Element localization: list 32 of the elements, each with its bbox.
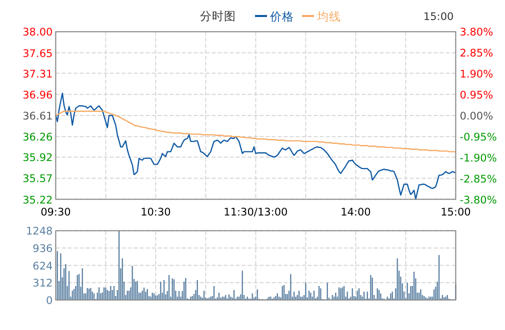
y2-tick-label: -0.95% [460, 131, 497, 144]
chart-subtitle: 分时图 [200, 9, 236, 23]
text: 15:00 [423, 11, 454, 23]
y2-tick-label: -2.85% [460, 173, 497, 186]
y-tick-label: 312 [32, 278, 53, 290]
y-tick-label: 35.22 [22, 194, 53, 206]
y-tick-label: 35.57 [22, 173, 53, 186]
y2-tick-label: 1.90% [460, 68, 494, 81]
y-tick-label: 936 [32, 243, 54, 256]
x-tick-label: 10:30 [140, 206, 171, 218]
y-tick-label: 0 [46, 295, 53, 307]
y2-tick-label: 0.95% [460, 90, 494, 102]
y-tick-label: 37.31 [22, 68, 53, 80]
y-tick-label: 38.00 [22, 26, 53, 39]
x-tick-label: 15:00 [440, 206, 471, 218]
y-tick-label: 36.61 [22, 110, 53, 122]
x-tick-label: 14:00 [340, 206, 371, 218]
y2-tick-label: 3.80% [460, 26, 494, 39]
y2-tick-label: -3.80% [460, 194, 497, 206]
y-tick-label: 35.92 [22, 152, 53, 164]
y2-tick-label: 2.85% [460, 48, 494, 60]
y2-tick-label: -1.90% [460, 152, 497, 164]
x-tick-label: 09:30 [40, 206, 71, 218]
y-tick-label: 37.65 [22, 48, 53, 60]
y-tick-label: 36.26 [22, 132, 54, 144]
y-tick-label: 1248 [26, 226, 53, 238]
legend-label: 价格 [269, 10, 294, 24]
y-tick-label: 36.96 [22, 89, 54, 102]
x-tick-label: 11:30/13:00 [224, 206, 288, 218]
y-tick-label: 624 [32, 260, 54, 272]
y2-tick-label: 0.00% [460, 110, 494, 122]
legend-label: 均线 [316, 10, 341, 24]
